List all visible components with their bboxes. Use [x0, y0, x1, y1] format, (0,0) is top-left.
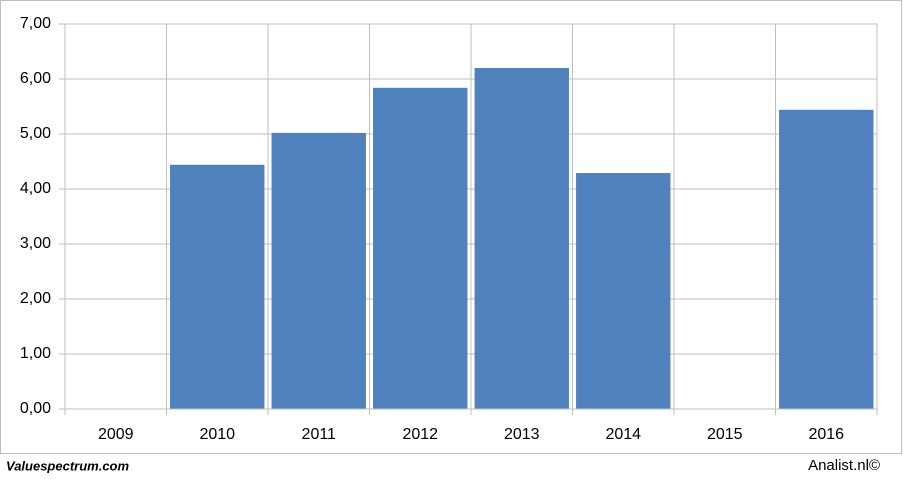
bar — [779, 109, 874, 410]
y-tick-label: 3,00 — [20, 235, 51, 252]
y-tick-label: 4,00 — [20, 180, 51, 197]
bar — [373, 87, 468, 410]
bar — [576, 173, 671, 409]
x-tick-label: 2009 — [98, 426, 134, 443]
x-tick-label: 2011 — [302, 426, 337, 443]
bar — [170, 164, 265, 409]
x-tick-label: 2012 — [402, 426, 438, 443]
y-tick-label: 2,00 — [20, 290, 51, 307]
y-tick-label: 7,00 — [20, 15, 51, 32]
bar — [474, 68, 569, 409]
source-right: Analist.nl© — [808, 457, 880, 474]
y-tick-label: 6,00 — [20, 70, 51, 87]
x-tick-label: 2010 — [199, 426, 235, 443]
y-tick-label: 1,00 — [20, 345, 51, 362]
source-left: Valuespectrum.com — [6, 458, 130, 473]
x-tick-label: 2013 — [504, 426, 540, 443]
x-tick-label: 2014 — [605, 426, 641, 443]
y-tick-label: 5,00 — [20, 125, 51, 142]
x-tick-label: 2015 — [707, 426, 743, 443]
x-tick-label: 2016 — [808, 426, 844, 443]
y-tick-label: 0,00 — [20, 400, 51, 417]
bar — [271, 132, 366, 409]
